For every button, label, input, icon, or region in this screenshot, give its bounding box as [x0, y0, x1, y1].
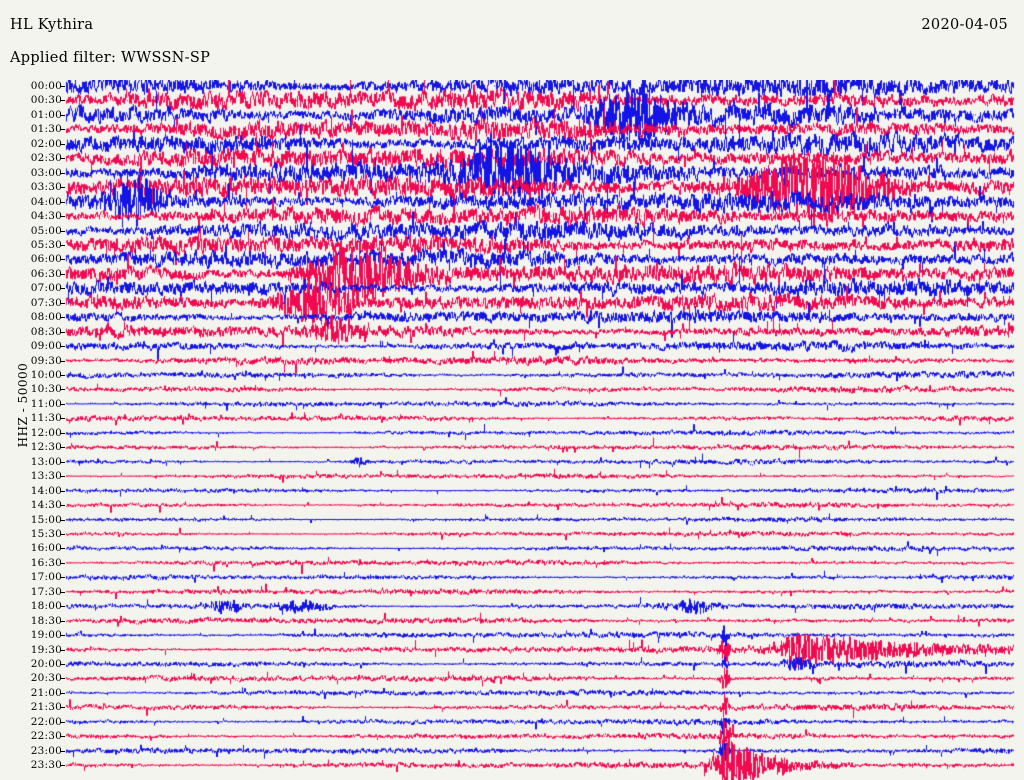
seismogram-traces-canvas — [0, 80, 1024, 780]
seismogram-plot-area — [0, 80, 1024, 780]
date-label: 2020-04-05 — [921, 17, 1008, 33]
applied-filter-label: Applied filter: WWSSN-SP — [10, 50, 211, 66]
page-title: HL Kythira — [10, 17, 94, 33]
